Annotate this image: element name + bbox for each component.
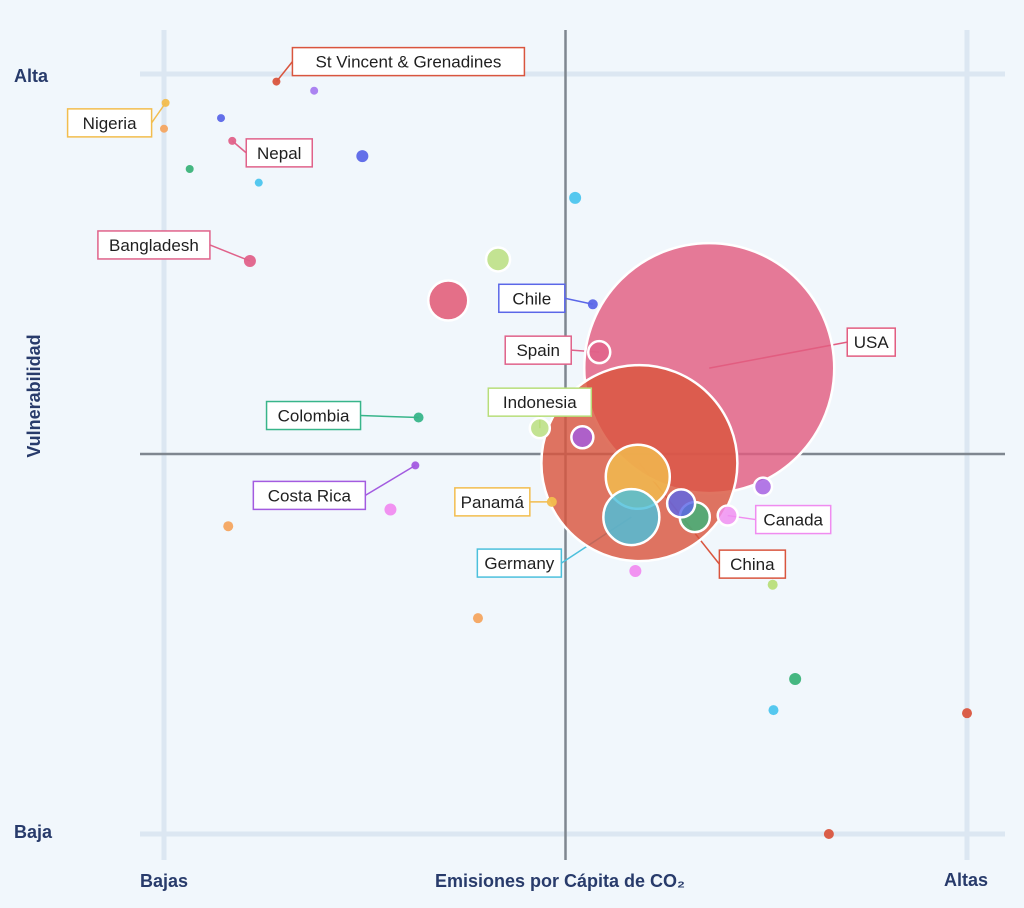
point-chile xyxy=(587,299,598,310)
label-box-canada xyxy=(754,504,832,535)
data-points xyxy=(160,77,972,839)
point-indonesia xyxy=(528,416,552,440)
point-1 xyxy=(310,86,319,95)
point-30 xyxy=(629,565,642,578)
label-canada: Canada xyxy=(763,511,823,530)
point-st-vincent-grenadines xyxy=(272,77,281,86)
point-6 xyxy=(356,150,369,163)
label-costa-rica: Costa Rica xyxy=(268,486,352,505)
point-bangladesh xyxy=(243,254,256,267)
label-germany: Germany xyxy=(484,554,554,573)
point-36 xyxy=(823,829,834,839)
label-panam: Panamá xyxy=(461,493,525,512)
point-7 xyxy=(185,165,194,173)
point-3 xyxy=(217,114,226,123)
label-box-colombia xyxy=(265,400,362,431)
label-box-nepal xyxy=(245,138,314,168)
label-box-indonesia xyxy=(487,387,593,417)
point-4 xyxy=(160,124,168,133)
y-tick-high: Alta xyxy=(14,66,49,86)
x-tick-high: Altas xyxy=(944,870,988,890)
label-chile: Chile xyxy=(512,289,551,308)
label-box-st-vincent-grenadines xyxy=(291,46,526,77)
label-box-germany xyxy=(476,548,563,578)
y-axis-label: Vulnerabilidad xyxy=(24,334,44,457)
label-nepal: Nepal xyxy=(257,144,301,163)
label-usa: USA xyxy=(854,333,890,352)
point-12 xyxy=(427,279,470,322)
label-st-vincent-grenadines: St Vincent & Grenadines xyxy=(315,53,501,72)
point-9 xyxy=(569,191,582,204)
point-22 xyxy=(752,476,774,497)
label-bangladesh: Bangladesh xyxy=(109,236,199,255)
label-box-spain xyxy=(504,335,572,365)
point-germany xyxy=(602,487,661,547)
point-25 xyxy=(384,503,397,516)
label-box-usa xyxy=(846,327,896,357)
point-panam xyxy=(546,496,557,507)
point-32 xyxy=(472,613,483,624)
leader-costa-rica xyxy=(364,464,416,497)
point-nigeria xyxy=(161,98,170,107)
label-box-panam xyxy=(454,487,531,517)
label-box-nigeria xyxy=(66,108,153,138)
point-nepal xyxy=(228,136,237,145)
label-box-chile xyxy=(498,283,566,314)
label-box-costa-rica xyxy=(252,480,367,511)
leader-st-vincent-grenadines xyxy=(275,61,294,83)
point-labels: St Vincent & Grenadines Nigeria Nepal Bangl… xyxy=(66,46,896,579)
x-axis-label: Emisiones por Cápita de CO₂ xyxy=(435,871,685,891)
point-29 xyxy=(223,521,234,532)
y-tick-low: Baja xyxy=(14,822,53,842)
point-costa-rica xyxy=(411,461,420,470)
point-spain xyxy=(586,339,612,365)
grid-lines xyxy=(140,30,1005,860)
leader-bangladesh xyxy=(209,244,251,262)
point-31 xyxy=(767,579,778,590)
leader-nigeria xyxy=(150,102,167,124)
point-18 xyxy=(570,425,595,450)
point-10 xyxy=(484,246,512,273)
point-35 xyxy=(962,708,972,719)
label-china: China xyxy=(730,555,775,574)
point-8 xyxy=(254,178,263,187)
point-canada xyxy=(716,504,739,527)
point-24 xyxy=(665,488,697,519)
label-box-bangladesh xyxy=(97,230,211,260)
label-colombia: Colombia xyxy=(278,407,350,426)
leader-colombia xyxy=(360,414,419,419)
label-spain: Spain xyxy=(516,341,559,360)
label-indonesia: Indonesia xyxy=(503,393,577,412)
label-nigeria: Nigeria xyxy=(83,114,137,133)
point-colombia xyxy=(413,412,424,423)
point-34 xyxy=(768,705,779,716)
x-tick-low: Bajas xyxy=(140,871,188,891)
point-33 xyxy=(789,672,802,685)
label-box-china xyxy=(718,549,787,579)
